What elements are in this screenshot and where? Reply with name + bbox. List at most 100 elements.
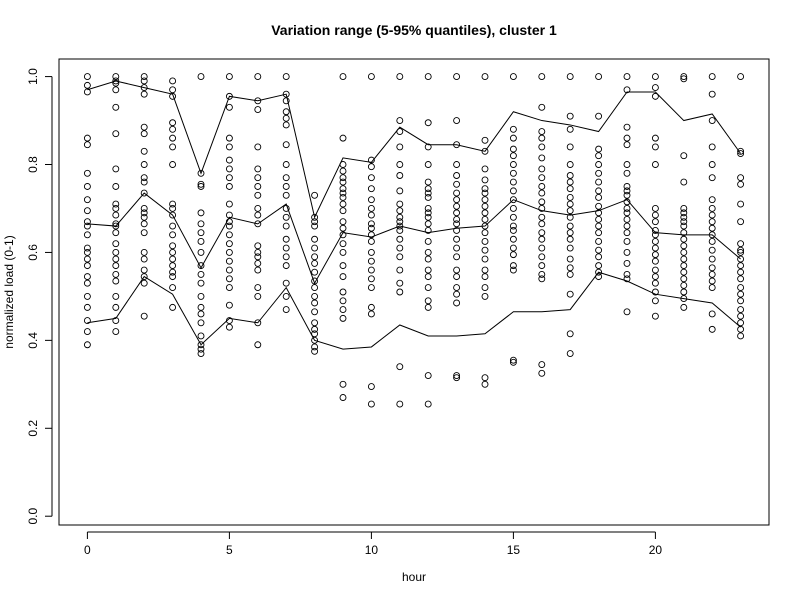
data-point <box>282 174 290 182</box>
data-point <box>737 275 745 283</box>
data-point <box>83 218 91 226</box>
data-point <box>367 383 375 390</box>
data-point <box>424 119 432 127</box>
data-point <box>538 143 546 151</box>
data-point <box>424 220 432 228</box>
data-point <box>481 176 489 184</box>
data-point <box>481 237 489 245</box>
data-point <box>311 277 319 285</box>
data-point <box>481 374 489 382</box>
data-point <box>311 308 319 316</box>
data-point <box>83 169 91 177</box>
data-point <box>396 253 404 261</box>
data-point <box>112 77 120 85</box>
data-point <box>680 255 688 263</box>
data-point <box>282 205 290 212</box>
data-point <box>595 187 603 195</box>
data-point <box>254 284 262 292</box>
data-point <box>509 73 517 81</box>
data-point <box>112 240 120 248</box>
data-point <box>225 73 233 81</box>
data-point <box>367 174 375 182</box>
data-point <box>737 262 745 270</box>
data-point <box>140 123 148 131</box>
data-point <box>225 165 233 173</box>
data-point <box>169 248 177 256</box>
data-point <box>538 220 546 228</box>
data-point <box>225 317 233 325</box>
data-point <box>339 73 347 81</box>
data-point <box>339 224 347 232</box>
data-point <box>311 268 319 276</box>
data-point <box>424 194 432 201</box>
data-point <box>538 154 546 162</box>
data-point <box>737 332 745 340</box>
data-point <box>566 73 574 81</box>
data-point <box>481 209 489 217</box>
data-point <box>83 141 91 149</box>
data-point <box>509 266 517 274</box>
data-point <box>311 253 319 261</box>
data-point <box>112 165 120 173</box>
data-point <box>225 156 233 164</box>
data-point <box>453 141 461 149</box>
data-point <box>595 216 603 223</box>
data-point <box>367 224 375 232</box>
data-point <box>112 79 120 87</box>
data-point <box>623 86 631 94</box>
data-point <box>737 150 745 157</box>
quantile-lines <box>87 80 742 350</box>
data-point <box>651 134 659 142</box>
data-point <box>311 218 319 226</box>
data-point <box>169 125 177 133</box>
data-point <box>595 229 603 237</box>
data-point <box>595 73 603 81</box>
data-point <box>112 262 120 270</box>
data-point <box>282 191 290 199</box>
data-point <box>169 119 177 127</box>
data-point <box>453 299 461 307</box>
data-point <box>538 262 546 270</box>
data-point <box>254 165 262 173</box>
data-point <box>680 275 688 283</box>
data-point <box>83 196 91 204</box>
data-point <box>339 288 347 296</box>
data-point <box>538 253 546 261</box>
data-point <box>566 290 574 298</box>
data-point <box>254 242 262 250</box>
data-point <box>453 172 461 179</box>
data-point <box>424 303 432 311</box>
data-point <box>396 363 404 371</box>
data-point <box>737 312 745 320</box>
data-point <box>424 273 432 281</box>
data-point <box>708 218 716 226</box>
data-point <box>225 211 233 219</box>
data-point <box>481 292 489 300</box>
data-point <box>140 273 148 281</box>
data-point <box>197 237 205 245</box>
data-point <box>140 220 148 228</box>
data-point <box>453 372 461 379</box>
data-point <box>311 343 319 351</box>
data-point <box>708 270 716 278</box>
data-point <box>282 262 290 270</box>
data-point <box>140 73 148 81</box>
data-point <box>566 264 574 272</box>
data-point <box>367 266 375 274</box>
data-point <box>339 167 347 175</box>
data-point <box>367 220 375 228</box>
data-point <box>367 205 375 212</box>
data-point <box>509 358 517 366</box>
data-point <box>509 227 517 234</box>
data-point <box>339 189 347 197</box>
data-point <box>566 350 574 357</box>
data-point <box>169 242 177 250</box>
data-point <box>282 141 290 149</box>
data-point <box>225 103 233 111</box>
data-point <box>282 90 290 98</box>
data-point <box>595 253 603 261</box>
data-point <box>737 248 745 256</box>
data-point <box>708 246 716 254</box>
data-point <box>83 134 91 142</box>
data-point <box>623 161 631 168</box>
